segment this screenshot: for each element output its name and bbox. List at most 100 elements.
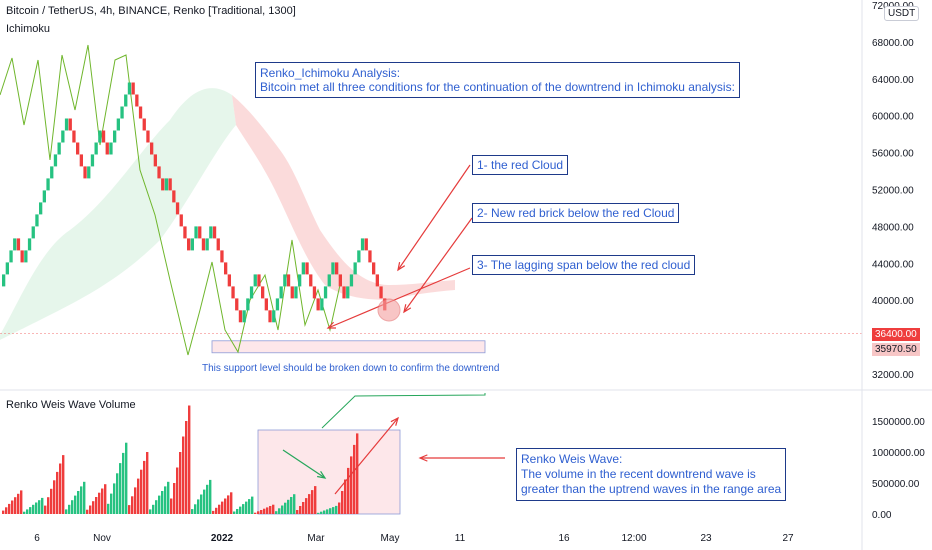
volume-bar	[23, 511, 26, 514]
arrow-head	[403, 304, 412, 314]
renko-brick	[42, 190, 46, 203]
renko-brick	[301, 262, 305, 275]
volume-bar	[200, 494, 203, 514]
renko-brick	[194, 226, 198, 239]
volume-bar	[221, 501, 224, 514]
last-price-badge: 36400.00	[872, 328, 920, 341]
volume-bar	[353, 444, 356, 514]
volume-bar	[152, 504, 155, 514]
renko-brick	[31, 226, 35, 239]
volume-panel-title[interactable]: Renko Weis Wave Volume	[6, 399, 136, 411]
volume-bar	[305, 498, 308, 514]
renko-brick	[261, 286, 265, 299]
volume-bar	[41, 497, 44, 514]
renko-brick	[50, 166, 54, 179]
volume-bar	[218, 504, 221, 514]
renko-brick	[83, 166, 87, 179]
renko-brick	[79, 154, 83, 167]
time-axis[interactable]: 6 Nov 2022 Mar May 11 16 12:00 23 27	[34, 533, 794, 544]
renko-brick	[61, 130, 65, 143]
volume-bar	[215, 507, 218, 514]
volume-bar	[302, 502, 305, 514]
renko-brick	[146, 130, 150, 143]
volume-bar	[308, 494, 311, 514]
volume-bar	[119, 463, 122, 514]
volume-bar	[62, 455, 65, 514]
renko-brick	[286, 274, 291, 287]
renko-brick	[76, 142, 80, 155]
volume-bar	[29, 507, 32, 514]
renko-brick	[312, 286, 317, 299]
annotation-arrow	[334, 417, 399, 495]
renko-brick	[224, 262, 228, 275]
ichimoku-cloud	[0, 88, 455, 340]
volume-bar	[329, 508, 332, 514]
volume-bar	[347, 467, 350, 514]
volume-bar	[38, 500, 41, 514]
renko-brick	[220, 250, 224, 263]
volume-bar	[266, 507, 269, 514]
renko-brick	[198, 226, 202, 239]
volume-bar	[26, 509, 29, 514]
volume-bar	[8, 503, 11, 514]
indicator-label[interactable]: Ichimoku	[6, 23, 51, 35]
volume-bar	[170, 498, 173, 514]
renko-brick	[298, 274, 302, 287]
volume-bar	[134, 487, 137, 514]
volume-bar	[260, 510, 263, 514]
renko-brick	[13, 238, 17, 251]
volume-bar	[143, 460, 146, 514]
volume-bar	[182, 436, 185, 514]
renko-brick	[294, 286, 298, 299]
renko-brick	[338, 274, 342, 287]
time-tick-label: 11	[455, 533, 466, 544]
lagging-span	[0, 44, 341, 356]
volume-bar	[92, 501, 95, 514]
volume-bar	[314, 486, 317, 514]
volume-bar	[77, 491, 80, 514]
volume-bar	[320, 511, 323, 514]
volume-bar	[74, 495, 77, 514]
volume-bar	[203, 489, 206, 514]
volume-bar	[146, 452, 149, 514]
renko-brick	[27, 238, 32, 251]
support-zone	[211, 340, 486, 354]
renko-brick	[364, 238, 368, 251]
time-tick-label: 27	[782, 533, 794, 544]
price-tick-label: 48000.00	[872, 222, 914, 233]
renko-brick	[253, 274, 257, 287]
renko-brick	[357, 250, 361, 263]
volume-bar	[155, 500, 158, 514]
volume-bar	[350, 456, 353, 514]
renko-brick	[16, 238, 21, 251]
renko-brick	[179, 214, 183, 227]
volume-bar	[290, 497, 293, 514]
renko-brick	[168, 178, 172, 191]
renko-brick	[24, 250, 28, 263]
cloud-green	[0, 88, 236, 340]
annotation-arrow	[403, 217, 473, 313]
price-tick-label: 68000.00	[872, 38, 914, 49]
other-price-badge: 35970.50	[872, 343, 920, 356]
volume-bar	[230, 492, 233, 514]
volume-bar	[164, 486, 167, 514]
time-tick-label: 6	[34, 533, 40, 544]
volume-bar	[326, 509, 329, 514]
volume-bar	[278, 508, 281, 514]
renko-brick	[150, 142, 154, 155]
renko-brick	[124, 94, 128, 107]
volume-bar	[323, 510, 326, 514]
renko-brick	[323, 286, 328, 299]
renko-brick	[127, 82, 132, 95]
condition-3-box: 3- The lagging span below the red cloud	[472, 255, 696, 275]
renko-brick	[53, 154, 58, 167]
renko-brick	[116, 118, 120, 131]
currency-button[interactable]: USDT	[884, 6, 920, 21]
arrow-head	[326, 321, 337, 329]
renko-brick	[309, 274, 313, 287]
symbol-title: Bitcoin / TetherUS, 4h, BINANCE, Renko […	[6, 5, 296, 17]
volume-bar	[83, 481, 86, 514]
time-tick-label: 23	[700, 533, 712, 544]
volume-bar	[254, 512, 257, 514]
